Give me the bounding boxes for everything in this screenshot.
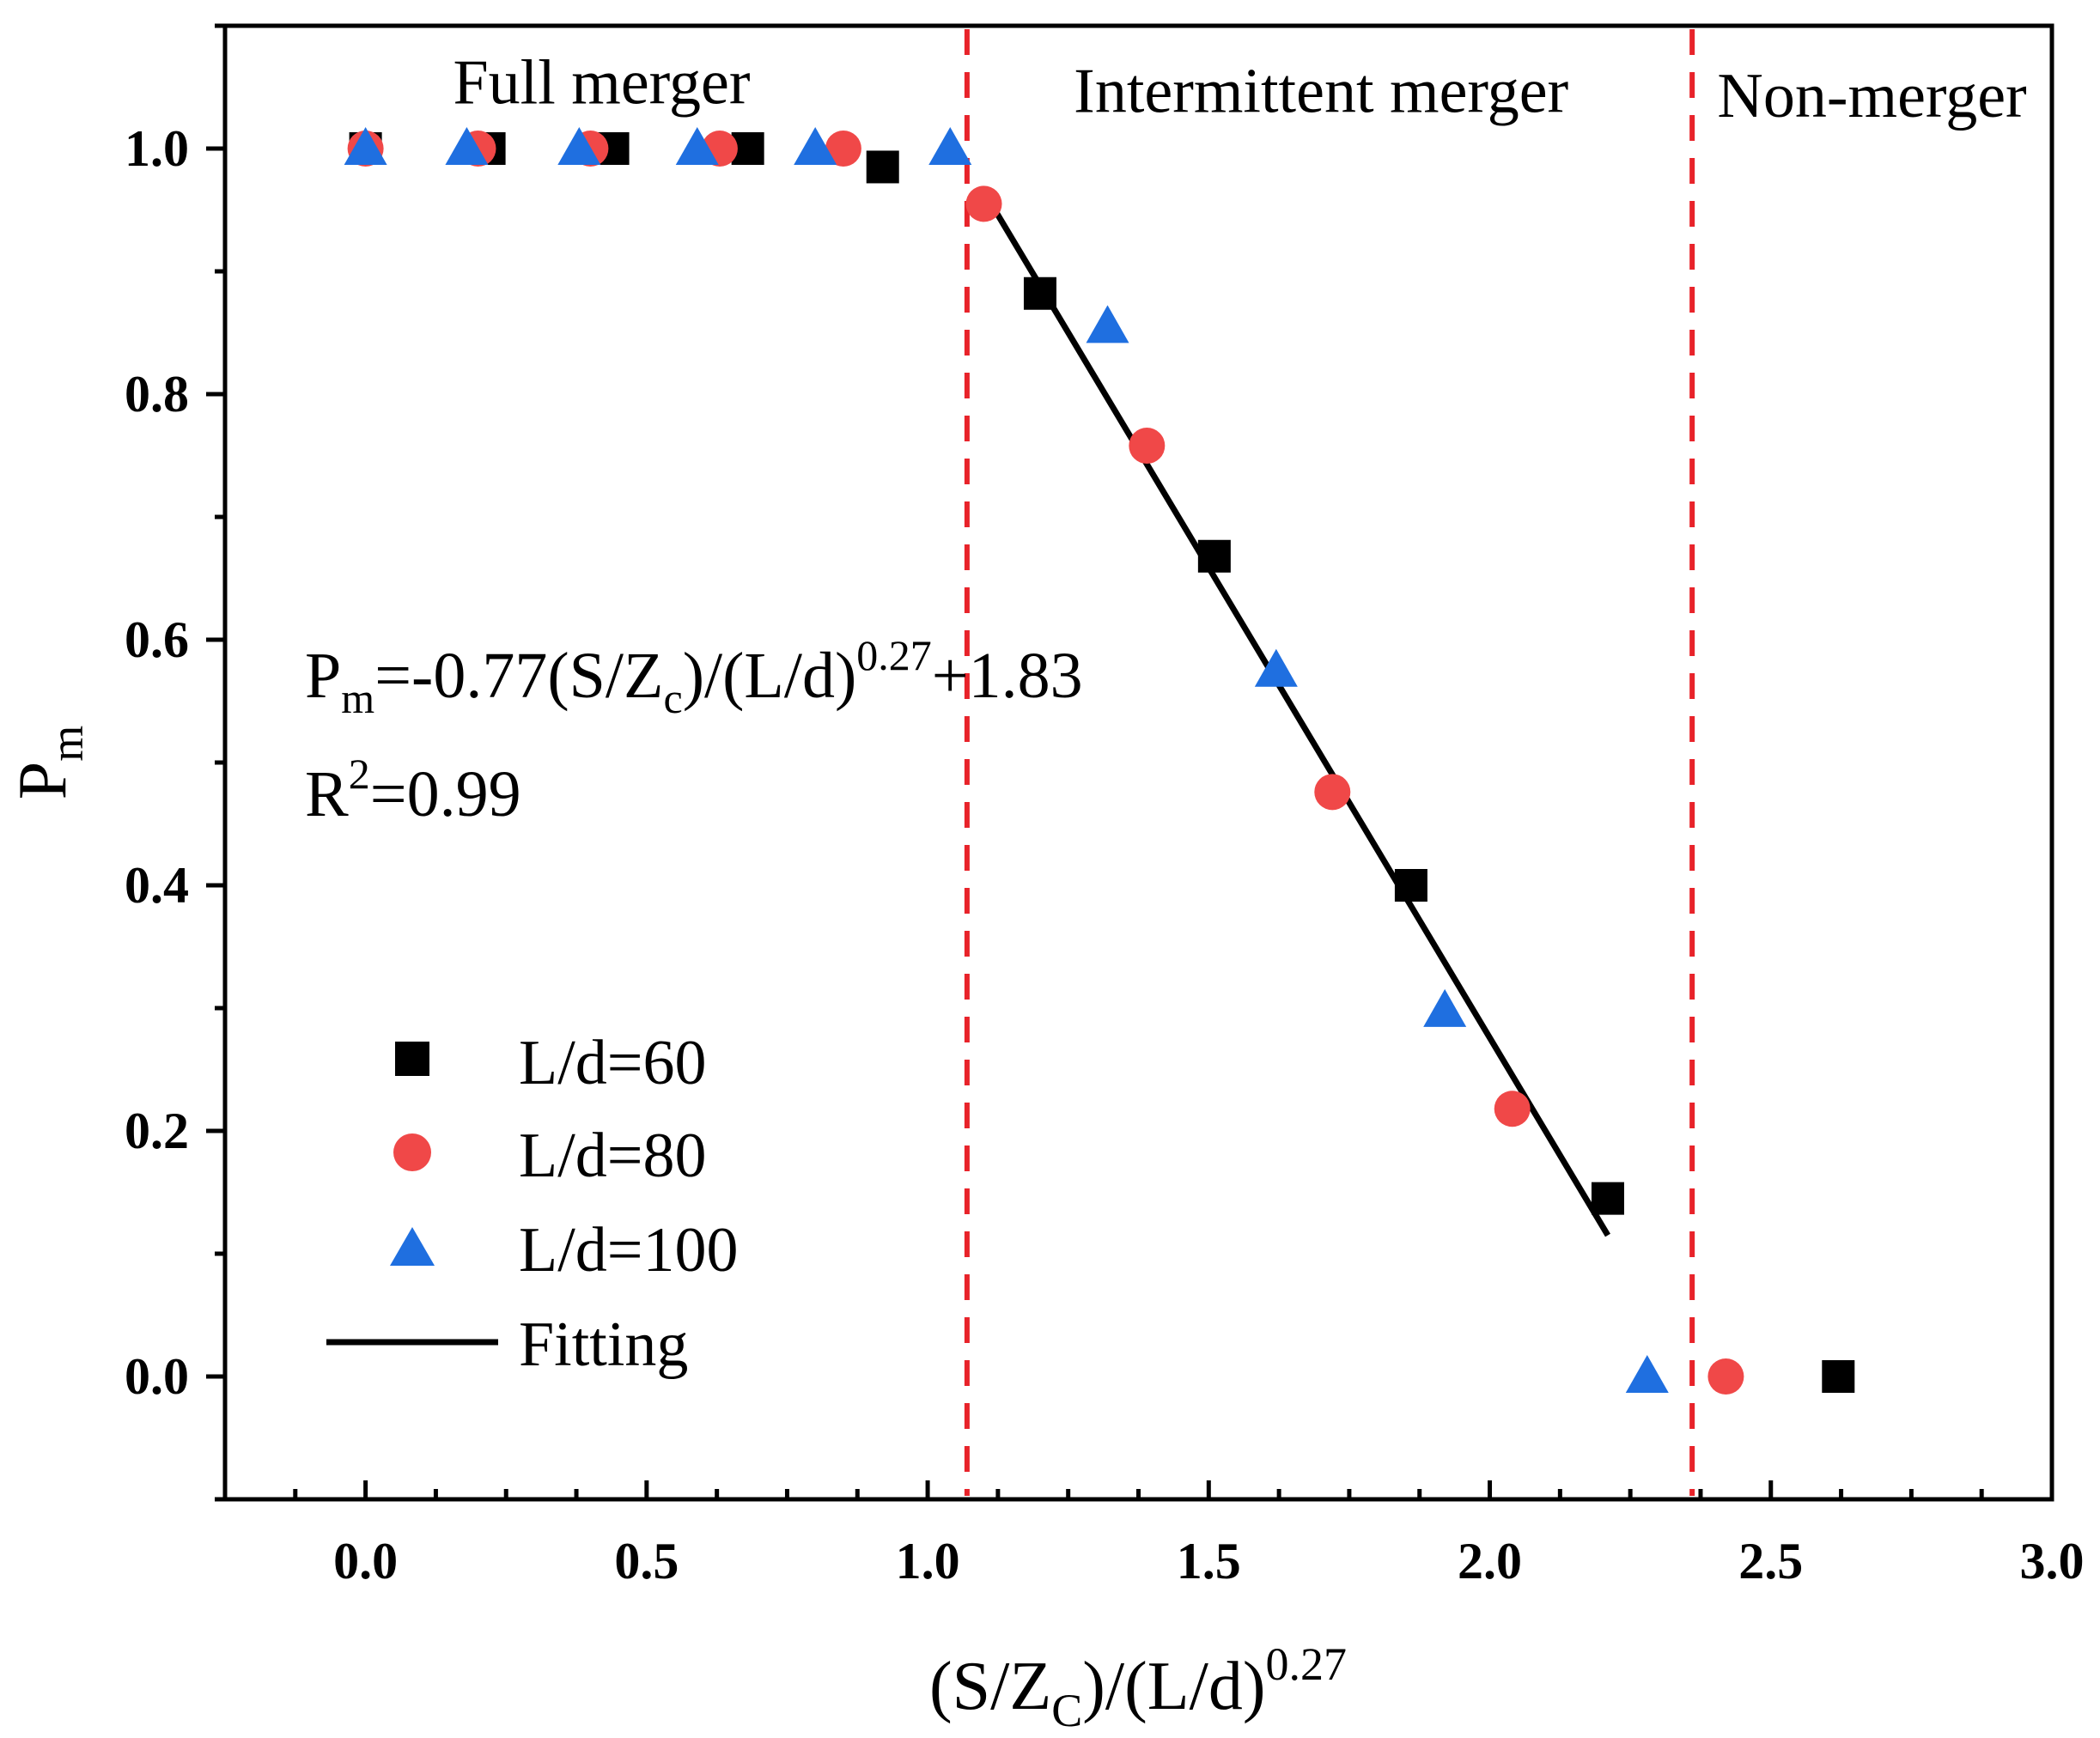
region-label: Full merger (453, 47, 750, 118)
x-tick-label: 1.5 (1177, 1533, 1241, 1589)
data-point-triangle (344, 127, 387, 165)
y-tick-label: 0.0 (125, 1348, 189, 1405)
x-tick-label: 1.0 (896, 1533, 960, 1589)
y-tick-label: 0.4 (125, 857, 189, 914)
legend-marker-ld100 (390, 1227, 435, 1266)
y-tick-label: 1.0 (125, 120, 189, 177)
data-point-triangle (445, 127, 489, 165)
data-point-triangle (928, 127, 972, 165)
fit-equation: Pm=-0.77(S/Zc)/(L/d)0.27+1.83 (305, 631, 1083, 722)
x-tick-label: 0.5 (614, 1533, 679, 1589)
x-tick-label: 2.5 (1738, 1533, 1803, 1589)
x-axis-title: (S/ZC)/(L/d)0.27 (929, 1638, 1347, 1736)
data-point-circle (1707, 1358, 1744, 1395)
data-markers (344, 127, 1855, 1395)
legend-label-fitting: Fitting (519, 1310, 688, 1380)
data-point-triangle (1423, 988, 1467, 1027)
fitting-line (981, 190, 1610, 1237)
legend-label-ld80: L/d=80 (519, 1121, 707, 1191)
region-label: Intermittent merger (1074, 56, 1568, 126)
data-point-circle (825, 131, 861, 167)
y-axis-tick-labels: 0.0 0.2 0.4 0.6 0.8 1.0 (125, 120, 189, 1405)
data-point-square (1023, 276, 1056, 310)
data-point-square (866, 150, 899, 184)
r-squared: R2=0.99 (305, 750, 521, 830)
data-point-triangle (1254, 648, 1298, 687)
x-axis-ticks (222, 1480, 2054, 1499)
data-point-triangle (675, 127, 719, 165)
data-point-triangle (1625, 1355, 1669, 1393)
data-point-square (1197, 539, 1231, 573)
data-point-square (1394, 869, 1427, 902)
y-tick-label: 0.2 (125, 1103, 189, 1159)
data-point-triangle (557, 127, 601, 165)
y-tick-label: 0.8 (125, 366, 189, 422)
data-point-circle (1314, 774, 1351, 811)
y-tick-label: 0.6 (125, 611, 189, 668)
data-point-triangle (1086, 305, 1129, 343)
legend: L/d=60 L/d=80 L/d=100 Fitting (326, 1028, 739, 1380)
data-point-circle (965, 185, 1002, 222)
data-point-circle (1494, 1091, 1531, 1127)
y-axis-title: Pm (5, 726, 93, 800)
region-label: Non-merger (1717, 61, 2026, 131)
y-axis-ticks (206, 23, 225, 1502)
data-point-square (1591, 1182, 1624, 1215)
x-tick-label: 0.0 (333, 1533, 398, 1589)
legend-label-ld100: L/d=100 (519, 1215, 739, 1285)
x-axis-tick-labels: 0.0 0.5 1.0 1.5 2.0 2.5 3.0 (333, 1533, 2084, 1589)
data-point-circle (1129, 428, 1166, 465)
region-dividers (964, 29, 1695, 1496)
legend-marker-ld60 (395, 1042, 429, 1076)
region-labels: Full merger Intermittent merger Non-merger (453, 47, 2026, 131)
x-tick-label: 2.0 (1458, 1533, 1522, 1589)
legend-label-ld60: L/d=60 (519, 1028, 707, 1098)
legend-marker-ld80 (393, 1133, 431, 1171)
data-point-triangle (794, 127, 837, 165)
data-point-square (1822, 1360, 1855, 1393)
x-tick-label: 3.0 (2020, 1533, 2085, 1589)
